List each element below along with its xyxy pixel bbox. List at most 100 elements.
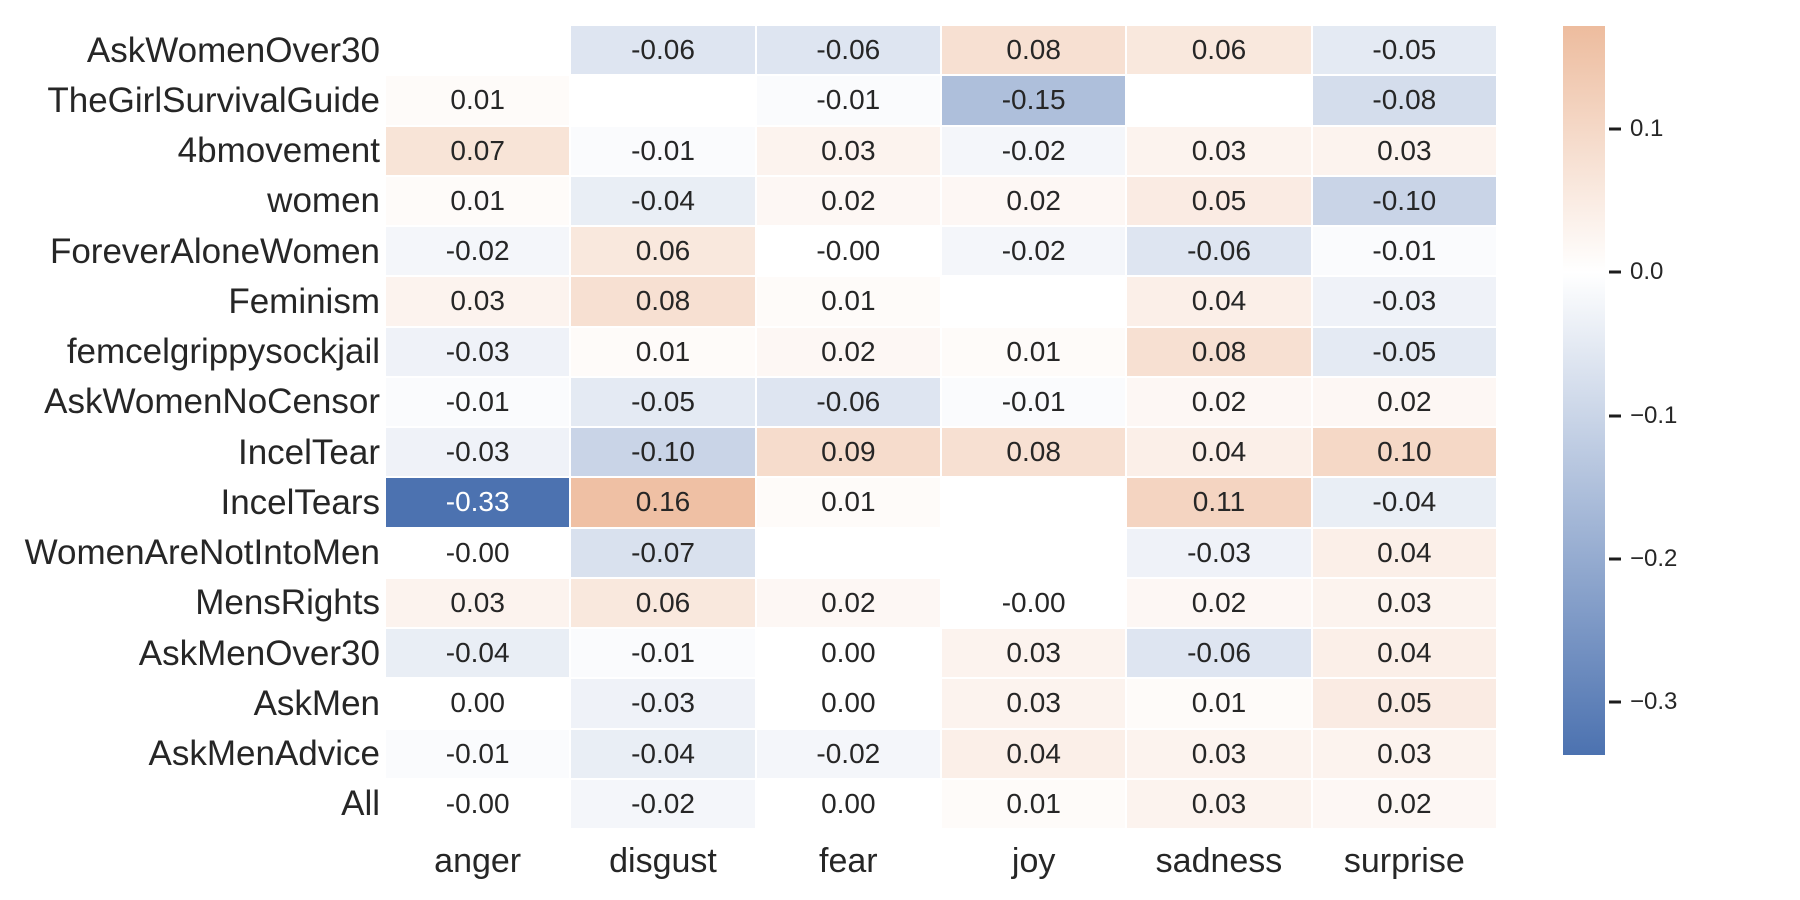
heatmap-cell (941, 478, 1126, 527)
heatmap-grid: -0.06 -0.06 0.08 0.06 -0.05 0.01 -0.01 -0.15 -0.… (386, 26, 1496, 828)
heatmap-cell: -0.01 (386, 377, 570, 426)
heatmap-cell: 0.02 (756, 176, 940, 225)
heatmap-cell: -0.08 (1312, 76, 1496, 125)
heatmap-cell: -0.01 (941, 377, 1126, 426)
row-label: women (267, 181, 380, 221)
heatmap-cell: 0.02 (1312, 779, 1496, 828)
row-label: Feminism (228, 281, 380, 321)
heatmap-cell: -0.03 (386, 327, 570, 376)
heatmap-cell: 0.01 (571, 327, 755, 376)
heatmap-cell: -0.02 (941, 126, 1126, 175)
column-label: disgust (609, 842, 717, 880)
row-label: femcelgrippysockjail (66, 332, 380, 372)
column-label: joy (1011, 842, 1056, 880)
heatmap-cell: -0.04 (1312, 478, 1496, 527)
row-label: WomenAreNotIntoMen (24, 533, 380, 573)
colorbar-tick-mark (1609, 414, 1621, 418)
colorbar-tick-label: 0.0 (1630, 258, 1664, 286)
heatmap-cell: -0.04 (571, 729, 755, 778)
heatmap-cell: 0.02 (1312, 377, 1496, 426)
row-label: AskWomenOver30 (86, 30, 380, 70)
row-label: AskMen (253, 683, 380, 723)
heatmap-cell: 0.07 (386, 126, 570, 175)
heatmap-cell (756, 528, 940, 577)
row-label: IncelTears (220, 482, 380, 522)
heatmap-cell: 0.02 (941, 176, 1126, 225)
heatmap-cell: 0.02 (1127, 377, 1311, 426)
heatmap-cell: -0.00 (941, 578, 1126, 627)
heatmap-cell: 0.01 (386, 176, 570, 225)
row-label: ForeverAloneWomen (49, 231, 380, 271)
heatmap-cell (1127, 76, 1311, 125)
heatmap-cell: -0.05 (571, 377, 755, 426)
colorbar-tick-label: −0.1 (1630, 401, 1678, 429)
colorbar-tick-mark (1609, 557, 1621, 561)
colorbar-tick-mark (1609, 270, 1621, 274)
heatmap-cell: 0.01 (756, 277, 940, 326)
heatmap-cell: 0.06 (571, 227, 755, 276)
heatmap-cell: 0.03 (1312, 578, 1496, 627)
row-label: IncelTear (237, 432, 380, 472)
heatmap-cell: 0.01 (941, 327, 1126, 376)
heatmap-cell: -0.02 (756, 729, 940, 778)
heatmap-cell: 0.09 (756, 428, 940, 477)
heatmap-cell: -0.15 (941, 76, 1126, 125)
row-label: AskMenAdvice (148, 734, 380, 774)
heatmap-cell: 0.03 (386, 578, 570, 627)
heatmap-cell: 0.01 (386, 76, 570, 125)
column-label: anger (434, 842, 522, 880)
row-label: AskWomenNoCensor (44, 382, 380, 422)
colorbar-tick-label: −0.3 (1630, 688, 1678, 715)
heatmap-cell: 0.08 (941, 26, 1126, 75)
heatmap-cell: 0.04 (1312, 629, 1496, 678)
heatmap-cell: -0.33 (386, 478, 570, 527)
heatmap-cell: 0.01 (756, 478, 940, 527)
heatmap-cell: -0.06 (756, 377, 940, 426)
column-label: fear (819, 842, 878, 880)
heatmap-cell: -0.03 (386, 428, 570, 477)
heatmap-cell: 0.01 (941, 779, 1126, 828)
column-labels: anger disgust fear joy sadness surprise (386, 838, 1496, 884)
row-label: MensRights (195, 583, 380, 623)
heatmap-cell: 0.08 (571, 277, 755, 326)
row-label: 4bmovement (177, 131, 380, 171)
heatmap-cell: 0.06 (571, 578, 755, 627)
heatmap-cell: 0.10 (1312, 428, 1496, 477)
heatmap-cell: -0.03 (571, 679, 755, 728)
heatmap-cell: 0.08 (941, 428, 1126, 477)
heatmap-cell: 0.00 (756, 779, 940, 828)
heatmap-cell: 0.00 (756, 679, 940, 728)
heatmap-cell: 0.03 (1312, 126, 1496, 175)
heatmap-cell: 0.04 (1127, 277, 1311, 326)
row-labels: AskWomenOver30 TheGirlSurvivalGuide 4bmove… (0, 26, 380, 828)
heatmap-cell: -0.00 (756, 227, 940, 276)
heatmap-cell: -0.04 (386, 629, 570, 678)
heatmap-cell: -0.00 (386, 528, 570, 577)
heatmap-cell: -0.01 (571, 629, 755, 678)
heatmap-cell: -0.01 (1312, 227, 1496, 276)
heatmap-cell: 0.04 (941, 729, 1126, 778)
heatmap-cell: -0.07 (571, 528, 755, 577)
colorbar-tick-label: −0.2 (1630, 544, 1678, 572)
heatmap-cell: -0.03 (1312, 277, 1496, 326)
heatmap-cell: -0.06 (571, 26, 755, 75)
heatmap-cell: 0.08 (1127, 327, 1311, 376)
heatmap-cell: 0.16 (571, 478, 755, 527)
heatmap-cell: 0.00 (386, 679, 570, 728)
heatmap-cell (386, 26, 570, 75)
colorbar-gradient (1563, 26, 1605, 755)
heatmap-cell: 0.05 (1127, 176, 1311, 225)
heatmap-cell: 0.03 (756, 126, 940, 175)
row-label: TheGirlSurvivalGuide (47, 80, 380, 120)
heatmap-cell: 0.04 (1127, 428, 1311, 477)
heatmap-cell: 0.03 (1127, 779, 1311, 828)
heatmap-cell: -0.01 (571, 126, 755, 175)
heatmap-cell: -0.01 (386, 729, 570, 778)
heatmap-cell: 0.03 (1127, 729, 1311, 778)
heatmap-cell: 0.06 (1127, 26, 1311, 75)
heatmap-cell: -0.02 (386, 227, 570, 276)
heatmap-cell: 0.01 (1127, 679, 1311, 728)
heatmap-cell: 0.03 (1127, 126, 1311, 175)
heatmap-cell: -0.06 (1127, 227, 1311, 276)
colorbar-tick-label: 0.1 (1630, 115, 1664, 143)
